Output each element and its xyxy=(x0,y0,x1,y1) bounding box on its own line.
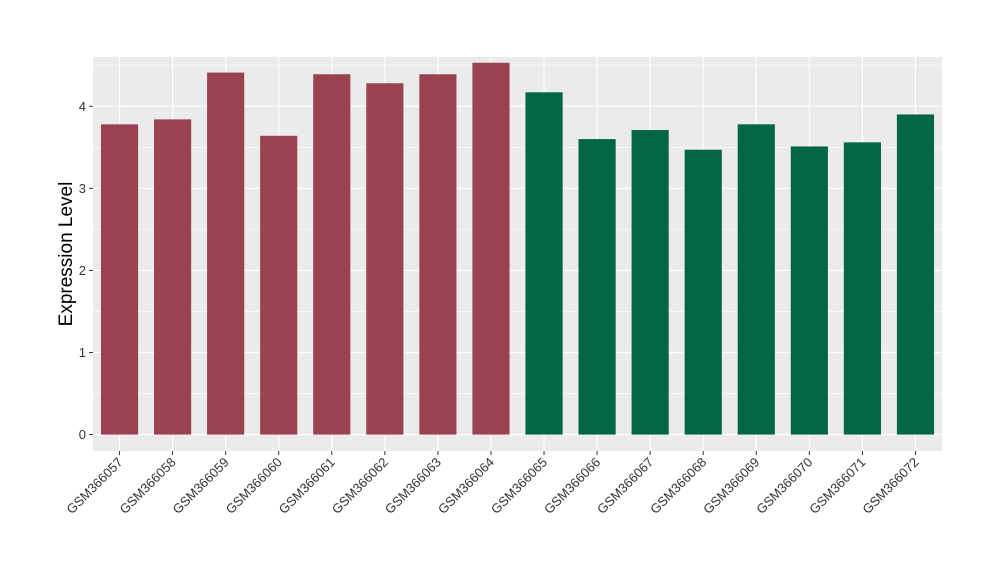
x-tick-label: GSM366057 xyxy=(63,455,125,517)
y-axis-ticks: 0 1 2 3 4 xyxy=(79,99,93,442)
x-tick-label: GSM366072 xyxy=(859,455,921,517)
bar-GSM366072 xyxy=(896,114,935,435)
bar-GSM366065 xyxy=(525,92,563,435)
x-tick-label: GSM366064 xyxy=(435,455,497,517)
y-tick-label: 1 xyxy=(79,345,86,360)
bar-GSM366067 xyxy=(631,130,669,435)
x-tick-label: GSM366066 xyxy=(541,455,603,517)
bar-GSM366061 xyxy=(313,74,351,435)
y-tick-label: 4 xyxy=(79,99,86,114)
x-tick-label: GSM366065 xyxy=(488,455,550,517)
y-axis-title: Expression Level xyxy=(56,182,77,327)
bar-GSM366059 xyxy=(207,72,245,435)
x-tick-label: GSM366062 xyxy=(329,455,391,517)
x-tick-label: GSM366058 xyxy=(116,455,178,517)
bar-GSM366057 xyxy=(100,124,139,435)
bar-GSM366058 xyxy=(154,119,192,435)
x-tick-label: GSM366069 xyxy=(700,455,762,517)
bar-GSM366068 xyxy=(684,149,722,435)
x-tick-label: GSM366059 xyxy=(170,455,232,517)
y-tick-label: 3 xyxy=(79,181,86,196)
bar-GSM366070 xyxy=(790,146,828,435)
x-tick-label: GSM366060 xyxy=(223,455,285,517)
x-tick-label: GSM366067 xyxy=(594,455,656,517)
x-axis-ticks: GSM366057GSM366058GSM366059GSM366060GSM3… xyxy=(63,451,922,517)
x-tick-label: GSM366070 xyxy=(753,455,815,517)
bar-GSM366064 xyxy=(472,62,510,435)
bar-GSM366062 xyxy=(366,83,404,435)
y-tick-label: 0 xyxy=(79,427,86,442)
y-tick-label: 2 xyxy=(79,263,86,278)
bars xyxy=(100,62,935,435)
x-tick-label: GSM366061 xyxy=(276,455,338,517)
bar-GSM366063 xyxy=(419,74,457,435)
bar-GSM366066 xyxy=(578,139,616,435)
x-tick-label: GSM366071 xyxy=(806,455,868,517)
x-tick-label: GSM366063 xyxy=(382,455,444,517)
x-tick-label: GSM366068 xyxy=(647,455,709,517)
bar-GSM366060 xyxy=(260,135,298,435)
bar-GSM366071 xyxy=(843,142,881,435)
bar-GSM366069 xyxy=(737,124,775,435)
